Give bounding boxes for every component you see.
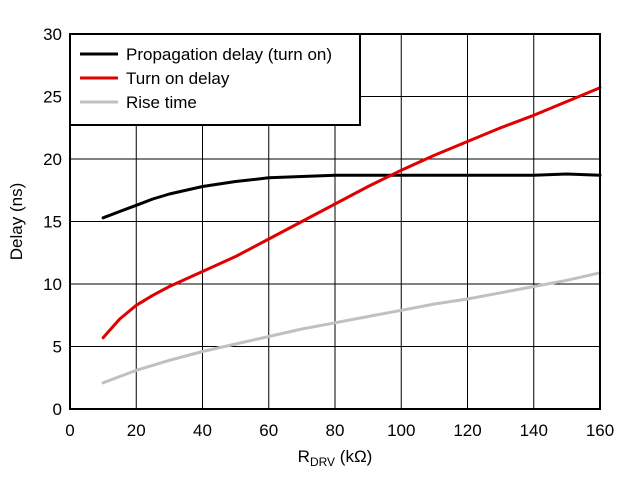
y-tick-label: 0 [53, 400, 62, 419]
y-tick-label: 25 [43, 88, 62, 107]
x-axis-title-main: R [298, 447, 310, 466]
plot-lines [101, 86, 602, 385]
series-line-0 [101, 172, 602, 220]
y-axis-title: Delay (ns) [7, 183, 26, 260]
x-tick-label: 120 [453, 421, 481, 440]
y-tick-label: 15 [43, 213, 62, 232]
x-tick-label: 100 [387, 421, 415, 440]
y-tick-label: 10 [43, 275, 62, 294]
x-tick-label: 40 [193, 421, 212, 440]
x-axis-title: RDRV (kΩ) [298, 447, 373, 469]
series-line-2 [101, 271, 602, 385]
plot-frame [69, 33, 601, 410]
y-tick-label: 30 [43, 25, 62, 44]
y-tick-label: 5 [53, 338, 62, 357]
legend-label-0: Propagation delay (turn on) [126, 45, 332, 64]
x-tick-label: 80 [326, 421, 345, 440]
legend: Propagation delay (turn on) Turn on delay… [69, 33, 361, 126]
series-line-1 [101, 86, 602, 340]
y-tick-label: 20 [43, 150, 62, 169]
x-tick-label: 160 [586, 421, 614, 440]
legend-label-1: Turn on delay [126, 69, 230, 88]
x-tick-label: 0 [65, 421, 74, 440]
grid [69, 33, 601, 410]
x-axis-title-subscript: DRV [310, 455, 335, 469]
x-tick-label: 20 [127, 421, 146, 440]
x-axis-title-unit: (kΩ) [335, 447, 372, 466]
x-tick-label: 60 [259, 421, 278, 440]
x-tick-label: 140 [520, 421, 548, 440]
tick-labels: 0 20 40 60 80 100 120 140 160 0 5 10 15 20 25 30 [43, 25, 614, 440]
legend-label-2: Rise time [126, 93, 197, 112]
